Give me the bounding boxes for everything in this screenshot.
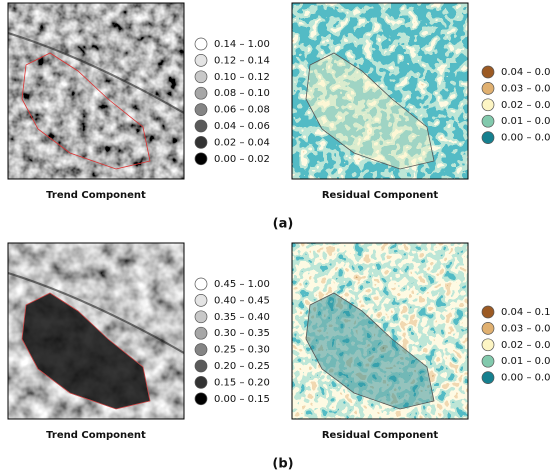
legend-swatch bbox=[481, 65, 495, 79]
map-caption: Trend Component bbox=[46, 430, 146, 441]
legend-label: 0.04 – 0.06 bbox=[214, 121, 270, 132]
legend-label: 0.00 – 0.01 bbox=[501, 133, 550, 144]
legend-label: 0.00 – 0.02 bbox=[214, 154, 270, 165]
panel-label: (b) bbox=[272, 457, 293, 471]
panel-label: (a) bbox=[273, 217, 294, 232]
legend-label: 0.25 – 0.30 bbox=[214, 345, 270, 356]
legend-label: 0.02 – 0.03 bbox=[501, 340, 550, 351]
legend-label: 0.02 – 0.04 bbox=[214, 137, 270, 148]
legend-label: 0.00 – 0.01 bbox=[501, 373, 550, 384]
legend-label: 0.06 – 0.08 bbox=[214, 105, 270, 116]
landslide-outline bbox=[305, 52, 435, 170]
residual-map bbox=[292, 243, 468, 419]
legend-swatch bbox=[194, 86, 208, 100]
legend-swatch bbox=[194, 103, 208, 116]
legend-swatch bbox=[481, 322, 495, 335]
map-caption: Residual Component bbox=[322, 430, 438, 441]
legend-label: 0.04 – 0.05 bbox=[501, 67, 550, 78]
map-frame bbox=[7, 242, 185, 420]
legend-label: 0.10 – 0.12 bbox=[214, 72, 270, 83]
legend-swatch bbox=[481, 131, 495, 144]
legend-label: 0.00 – 0.15 bbox=[214, 394, 270, 405]
legend-label: 0.03 – 0.04 bbox=[501, 83, 550, 94]
legend-swatch bbox=[194, 136, 208, 149]
legend-swatch bbox=[194, 326, 208, 340]
legend-swatch bbox=[194, 294, 208, 307]
trend-map bbox=[7, 2, 185, 180]
landslide-outline bbox=[21, 52, 151, 170]
map-frame bbox=[291, 2, 469, 180]
legend-swatch bbox=[481, 354, 495, 368]
legend-label: 0.20 – 0.25 bbox=[214, 361, 270, 372]
legend-label: 0.35 – 0.40 bbox=[214, 312, 270, 323]
legend-swatch bbox=[481, 305, 495, 319]
map-frame bbox=[291, 242, 469, 420]
legend-swatch bbox=[194, 277, 208, 291]
legend-swatch bbox=[194, 310, 208, 324]
map-caption: Trend Component bbox=[46, 190, 146, 201]
legend-swatch bbox=[194, 359, 208, 373]
legend-swatch bbox=[481, 338, 495, 352]
legend-swatch bbox=[194, 152, 208, 166]
legend-swatch bbox=[194, 70, 208, 84]
legend-swatch bbox=[194, 54, 208, 67]
legend-swatch bbox=[194, 343, 208, 356]
legend-label: 0.40 – 0.45 bbox=[214, 295, 270, 306]
legend-label: 0.01 – 0.02 bbox=[501, 116, 550, 127]
river bbox=[7, 32, 185, 114]
residual-map bbox=[292, 3, 468, 179]
map-frame bbox=[7, 2, 185, 180]
legend-swatch bbox=[194, 376, 208, 389]
legend-swatch bbox=[194, 392, 208, 406]
river bbox=[7, 272, 185, 354]
legend-label: 0.01 – 0.02 bbox=[501, 356, 550, 367]
legend-label: 0.03 – 0.04 bbox=[501, 323, 550, 334]
landslide-area bbox=[21, 292, 151, 410]
legend-label: 0.30 – 0.35 bbox=[214, 328, 270, 339]
legend-swatch bbox=[481, 82, 495, 95]
legend-label: 0.08 – 0.10 bbox=[214, 88, 270, 99]
legend-label: 0.04 – 0.14 bbox=[501, 307, 550, 318]
legend-label: 0.14 – 1.00 bbox=[214, 39, 270, 50]
legend-swatch bbox=[481, 114, 495, 128]
legend-label: 0.15 – 0.20 bbox=[214, 377, 270, 388]
legend-swatch bbox=[194, 119, 208, 133]
map-caption: Residual Component bbox=[322, 190, 438, 201]
legend-label: 0.12 – 0.14 bbox=[214, 55, 270, 66]
legend-swatch bbox=[194, 37, 208, 51]
legend-label: 0.45 – 1.00 bbox=[214, 279, 270, 290]
landslide-outline bbox=[305, 292, 435, 410]
legend-label: 0.02 – 0.03 bbox=[501, 100, 550, 111]
legend-swatch bbox=[481, 371, 495, 384]
legend-swatch bbox=[481, 98, 495, 112]
